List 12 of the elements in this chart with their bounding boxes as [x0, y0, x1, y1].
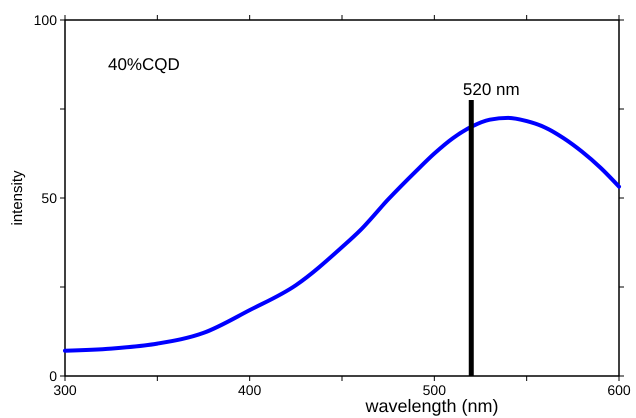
y-tick-label: 50: [41, 190, 58, 206]
x-tick-label: 500: [422, 382, 446, 398]
x-tick-label: 400: [238, 382, 262, 398]
ref-line-label: 520 nm: [462, 80, 520, 99]
line-series: [63, 116, 621, 353]
x-axis-title: wavelength (nm): [364, 396, 499, 416]
annotation: 40%CQD: [108, 55, 180, 74]
x-tick-label: 300: [53, 382, 77, 398]
x-tick-label: 600: [607, 382, 631, 398]
y-tick-label: 0: [49, 368, 58, 384]
y-axis-title: intensity: [9, 170, 26, 226]
y-tick-label: 100: [34, 12, 58, 28]
